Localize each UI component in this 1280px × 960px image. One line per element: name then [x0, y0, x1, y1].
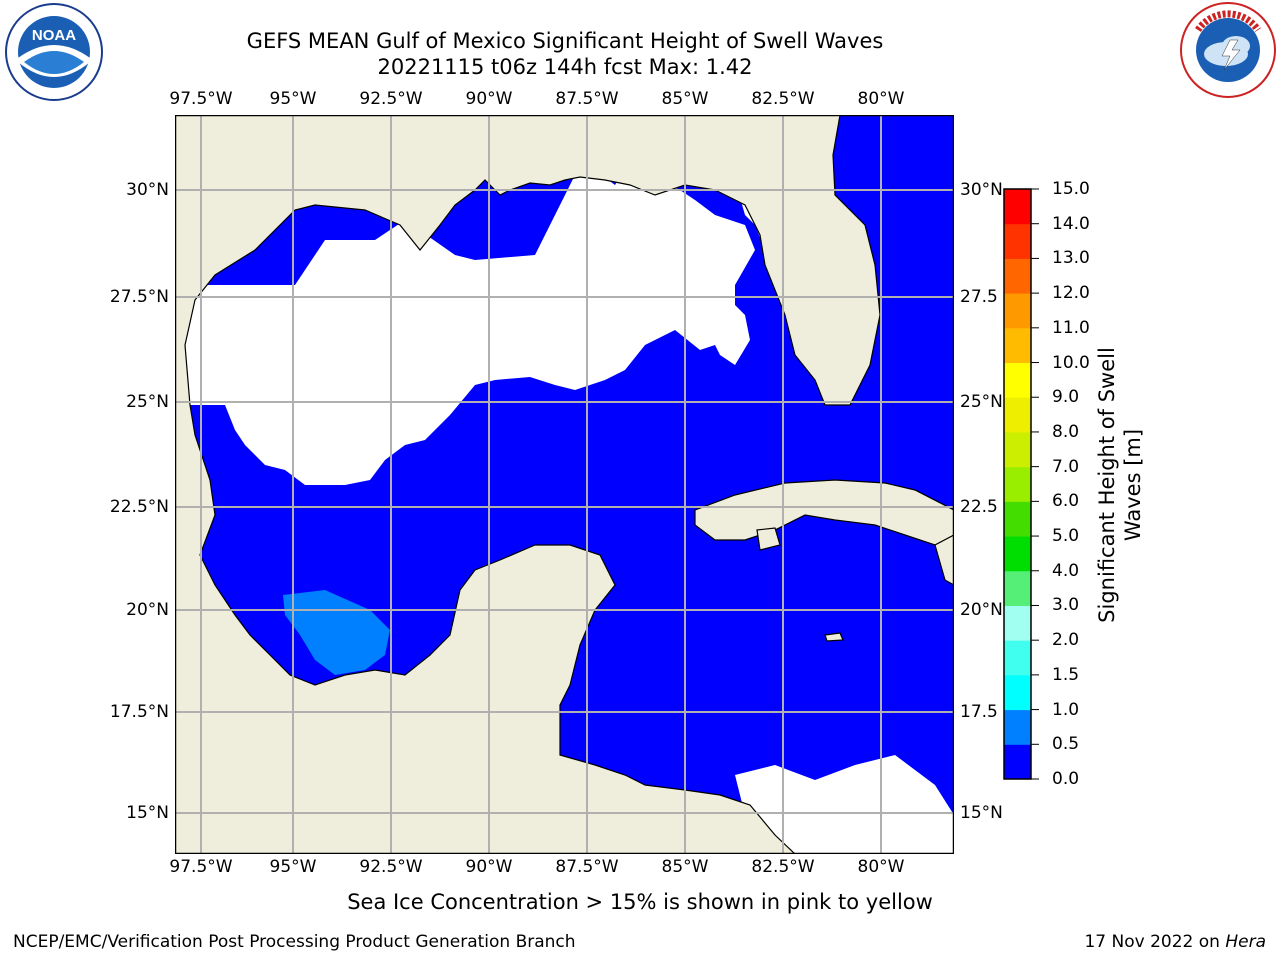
colorbar-segment — [1004, 536, 1031, 572]
colorbar-segment — [1004, 501, 1031, 537]
map-plot — [175, 115, 954, 854]
colorbar-tick-label: 8.0 — [1052, 421, 1080, 442]
lat-tick-left: 17.5°N — [109, 702, 169, 722]
colorbar-tick-label: 4.0 — [1052, 560, 1080, 581]
colorbar-tick-label: 14.0 — [1052, 213, 1090, 234]
colorbar-tick-label: 12.0 — [1052, 283, 1090, 304]
colorbar-segment — [1004, 640, 1031, 676]
lat-tick-left: 27.5°N — [109, 287, 169, 307]
colorbar-tick-label: 15.0 — [1052, 179, 1090, 199]
lon-tick-top: 92.5°W — [359, 89, 423, 109]
land-isle-of-youth — [756, 527, 781, 551]
lon-tick-top: 90°W — [465, 89, 513, 109]
lon-tick-top: 80°W — [857, 89, 905, 109]
colorbar-tick-label: 9.0 — [1052, 387, 1080, 408]
nws-logo — [1180, 2, 1276, 98]
lat-tick-right: 22.5 — [960, 497, 998, 517]
colorbar-tick-label: 7.0 — [1052, 456, 1080, 477]
colorbar-tick-label: 10.0 — [1052, 352, 1090, 373]
lat-tick-left: 22.5°N — [109, 497, 169, 517]
land-jamaica — [824, 632, 844, 642]
chart-title: GEFS MEAN Gulf of Mexico Significant Hei… — [246, 29, 884, 53]
lon-tick-top: 97.5°W — [169, 89, 233, 109]
lon-tick-bottom: 82.5°W — [751, 857, 815, 877]
lat-tick-right: 30°N — [960, 180, 1003, 200]
land-southeast-corner — [934, 534, 954, 586]
lon-tick-top: 82.5°W — [751, 89, 815, 109]
lat-tick-left: 25°N — [126, 392, 169, 412]
colorbar-segment — [1004, 362, 1031, 398]
colorbar-segment — [1004, 431, 1031, 468]
colorbar-segment — [1004, 709, 1031, 745]
land-cuba — [694, 479, 954, 546]
map-frame — [175, 115, 954, 854]
colorbar-segment — [1004, 327, 1031, 364]
colorbar-tick-label: 1.0 — [1052, 699, 1080, 720]
colorbar-tick-label: 0.0 — [1052, 769, 1080, 789]
colorbar-tick-label: 3.0 — [1052, 595, 1080, 616]
lon-tick-top: 85°W — [661, 89, 709, 109]
lon-tick-bottom: 90°W — [465, 857, 513, 877]
lat-tick-left: 15°N — [126, 803, 169, 823]
lon-tick-bottom: 97.5°W — [169, 857, 233, 877]
lon-tick-bottom: 95°W — [269, 857, 317, 877]
lat-tick-right: 17.5 — [960, 702, 998, 722]
lon-tick-bottom: 87.5°W — [555, 857, 619, 877]
colorbar-segment — [1004, 223, 1031, 259]
colorbar-tick-label: 13.0 — [1052, 248, 1090, 269]
colorbar-segment — [1004, 605, 1031, 641]
colorbar-segment — [1004, 466, 1031, 502]
land-north-america — [175, 115, 881, 854]
sea-ice-note: Sea Ice Concentration > 15% is shown in … — [347, 890, 933, 914]
colorbar-tick-label: 1.5 — [1052, 664, 1080, 685]
calm-region-gulf — [200, 170, 755, 485]
lat-tick-right: 20°N — [960, 600, 1003, 620]
colorbar-label: Significant Height of Swell Waves [m] — [1095, 347, 1145, 623]
colorbar-segment — [1004, 570, 1031, 606]
swell-patch-campeche — [283, 590, 390, 675]
footer-host: Hera — [1225, 932, 1266, 952]
lat-tick-left: 30°N — [126, 180, 169, 200]
colorbar-segment — [1004, 189, 1031, 225]
colorbar-tick-label: 11.0 — [1052, 317, 1090, 338]
footer-credit: NCEP/EMC/Verification Post Processing Pr… — [13, 932, 576, 952]
footer-date-text: 17 Nov 2022 on — [1084, 932, 1226, 952]
lon-tick-top: 87.5°W — [555, 89, 619, 109]
chart-subtitle: 20221115 t06z 144h fcst Max: 1.42 — [377, 55, 753, 79]
colorbar-segment — [1004, 397, 1031, 433]
lat-tick-right: 15°N — [960, 803, 1003, 823]
lon-tick-bottom: 80°W — [857, 857, 905, 877]
colorbar-tick-label: 6.0 — [1052, 491, 1080, 512]
lon-tick-bottom: 92.5°W — [359, 857, 423, 877]
colorbar-segment — [1004, 674, 1031, 711]
calm-region-caribbean — [735, 755, 954, 854]
noaa-logo: NOAA — [5, 3, 103, 101]
lat-tick-right: 27.5 — [960, 287, 998, 307]
colorbar-segment — [1004, 744, 1031, 780]
map-grid — [175, 115, 954, 854]
colorbar-segment — [1004, 258, 1031, 294]
colorbar-tick-label: 5.0 — [1052, 526, 1080, 547]
noaa-logo-text: NOAA — [32, 27, 76, 44]
footer-date: 17 Nov 2022 on Hera — [1084, 932, 1266, 952]
colorbar-frame — [1003, 188, 1032, 780]
colorbar-tick-label: 2.0 — [1052, 630, 1080, 651]
lat-tick-left: 20°N — [126, 600, 169, 620]
colorbar-tick-label: 0.5 — [1052, 734, 1080, 755]
lon-tick-top: 95°W — [269, 89, 317, 109]
lon-tick-bottom: 85°W — [661, 857, 709, 877]
colorbar — [1003, 188, 1039, 780]
colorbar-segment — [1004, 293, 1031, 329]
lat-tick-right: 25°N — [960, 392, 1003, 412]
